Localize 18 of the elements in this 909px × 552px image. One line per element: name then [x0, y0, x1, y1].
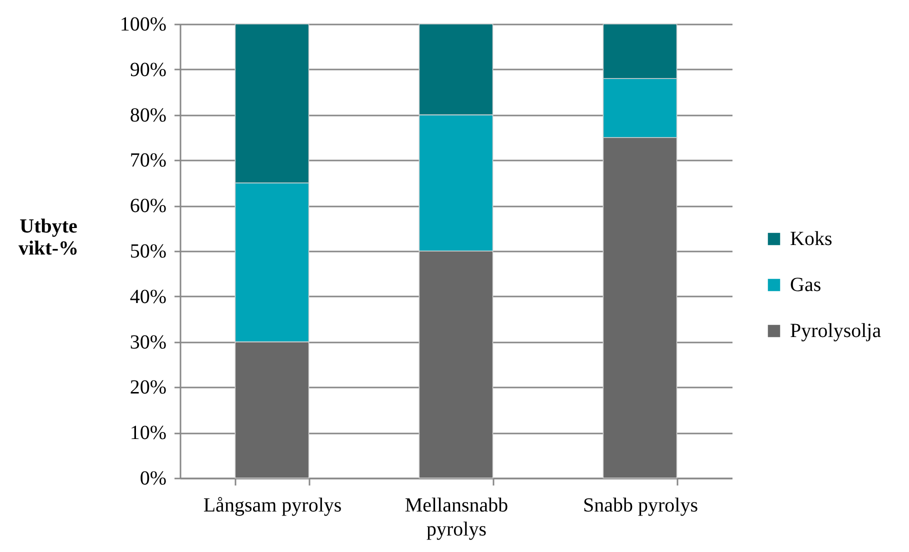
y-tick-label: 0%	[140, 468, 166, 490]
x-tick-label: Mellansnabb pyrolys	[404, 494, 508, 540]
y-tick-label: 70%	[130, 150, 166, 172]
x-tick-label: Långsam pyrolys	[203, 494, 342, 516]
y-tick-label: 80%	[130, 104, 166, 126]
legend-label: Gas	[790, 274, 822, 296]
y-tick-label: 20%	[130, 376, 166, 399]
x-tick-label: Snabb pyrolys	[583, 494, 698, 516]
legend-label: Pyrolysolja	[790, 320, 882, 342]
y-tick-label: 30%	[130, 331, 166, 354]
y-tick-label: 100%	[120, 14, 166, 36]
legend-label: Koks	[790, 228, 832, 250]
y-axis-title: Utbyte vikt-%	[18, 216, 78, 260]
y-tick-label: 40%	[130, 286, 166, 308]
y-tick-label: 60%	[130, 195, 166, 218]
y-tick-label: 10%	[130, 422, 166, 444]
y-tick-label: 90%	[130, 58, 166, 81]
y-tick-label: 50%	[130, 240, 166, 262]
